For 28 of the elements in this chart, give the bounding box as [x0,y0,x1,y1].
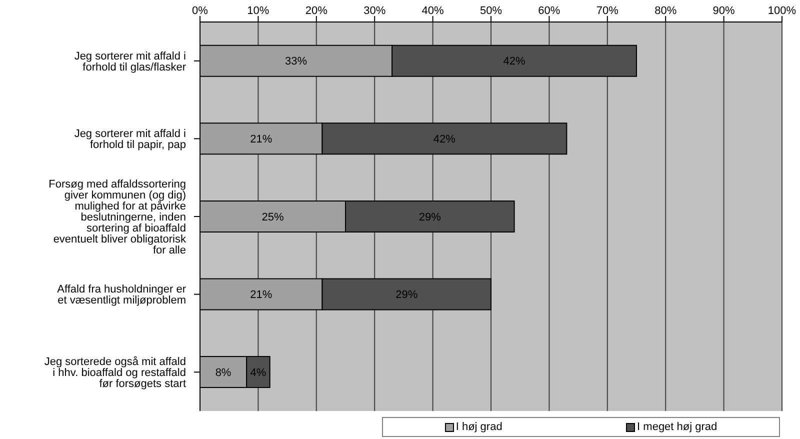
x-tick-label: 90% [712,5,736,17]
data-label: 21% [250,289,272,302]
legend-label: I meget høj grad [636,421,718,433]
data-label: 25% [262,211,284,224]
data-label: 42% [503,56,526,68]
x-tick-label: 0% [192,5,208,17]
x-tick-label: 50% [480,5,502,17]
data-label: 21% [250,134,272,146]
x-tick-label: 30% [364,5,386,17]
data-label: 33% [285,56,308,68]
y-tick-label: Affald fra husholdninger er et væsentligt miljøproblem [57,284,186,307]
data-label: 42% [433,134,456,146]
y-tick-label: Jeg sorterer mit affald i forhold til glas/flasker [74,50,186,74]
x-tick-label: 80% [654,5,677,17]
x-tick-label: 20% [305,5,328,17]
y-tick-label: Jeg sorterer mit affald i forhold til papir, pap [74,128,186,152]
x-tick-label: 100% [768,5,796,17]
x-tick-label: 10% [247,5,270,17]
x-tick-label: 40% [422,5,444,17]
data-label: 4% [250,366,266,379]
data-label: 29% [418,211,442,224]
data-label: 8% [215,366,232,379]
x-tick-label: 60% [538,5,560,17]
y-tick-label: Forsøg med affaldssortering giver kommunen (og dig) mulighed for at påvirke beslutningerne, inden sortering af bioaffald eventuelt bliver obligatorisk for alle [48,178,186,256]
y-tick-label: Jeg sorterede også mit affald i hhv. bioaffald og restaffald før forsøgets start [44,356,186,390]
legend-label: I høj grad [454,421,502,433]
x-tick-label: 70% [596,5,619,17]
data-label: 29% [396,289,418,302]
